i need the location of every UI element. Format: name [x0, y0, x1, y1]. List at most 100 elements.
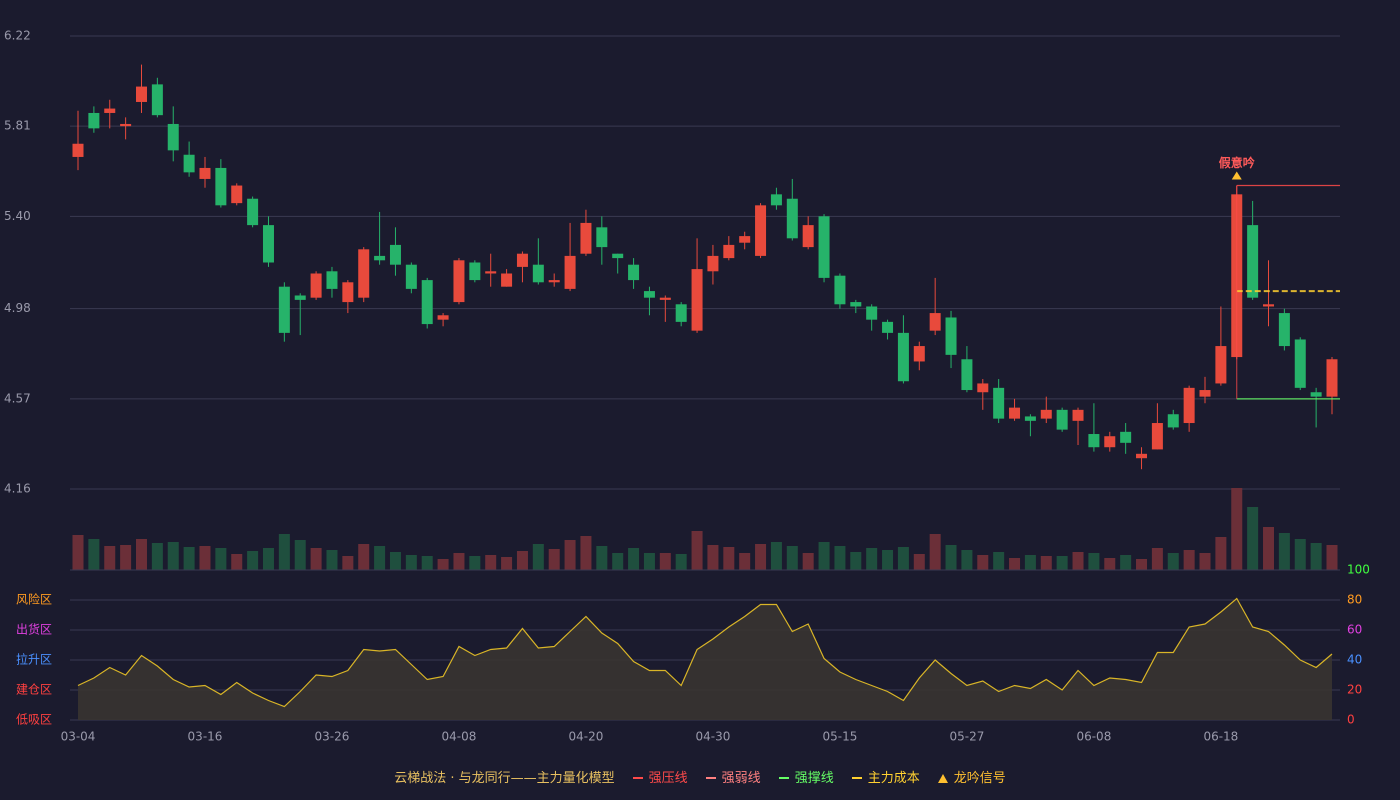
y-tick-label: 5.40: [4, 209, 31, 223]
volume-bar: [691, 531, 703, 570]
volume-bar: [485, 555, 497, 570]
zone-label: 建仓区: [16, 683, 52, 697]
legend-symbol: [705, 777, 716, 779]
candle-body: [294, 295, 306, 300]
candle-body: [104, 108, 116, 113]
x-tick-label: 03-26: [315, 730, 350, 744]
candle-body: [183, 154, 195, 173]
x-tick-label: 04-08: [442, 730, 477, 744]
candle-body: [1136, 453, 1148, 459]
volume-bar: [786, 546, 798, 570]
volume-bar: [628, 548, 640, 570]
candle-body: [659, 297, 671, 300]
volume-bar: [104, 546, 116, 570]
candle-body: [897, 332, 909, 382]
volume-bar: [834, 546, 846, 570]
candle-body: [755, 205, 767, 256]
volume-bar: [1183, 550, 1195, 570]
indicator-tick-label: 40: [1347, 653, 1362, 667]
volume-bar: [897, 547, 909, 570]
volume-bar: [882, 550, 894, 570]
indicator-tick-label: 20: [1347, 683, 1362, 697]
candle-body: [1199, 390, 1211, 397]
volume-bar: [1247, 507, 1259, 570]
legend-title: 云梯战法 · 与龙同行——主力量化模型: [394, 770, 615, 786]
candle-body: [945, 317, 957, 355]
volume-bar: [1040, 556, 1052, 570]
indicator-line: [77, 597, 1333, 708]
candle-body: [1024, 416, 1036, 421]
volume-bar: [1136, 559, 1148, 570]
volume-bar: [850, 552, 862, 570]
volume-bar: [501, 557, 513, 570]
candle-body: [691, 269, 703, 331]
candle-body: [770, 194, 782, 206]
volume-bar: [453, 553, 465, 570]
volume-bar: [88, 539, 100, 570]
candle-body: [786, 198, 798, 239]
candle-body: [1183, 387, 1195, 424]
volume-bar: [1199, 553, 1211, 570]
volume-bar: [1009, 558, 1021, 570]
candle-body: [453, 260, 465, 303]
volume-bar: [294, 540, 306, 570]
annotation: 假意吟: [1219, 155, 1255, 170]
candle-body: [929, 313, 941, 331]
candle-body: [1151, 423, 1163, 450]
indicator-tick-label: 100: [1347, 563, 1370, 577]
candle-body: [231, 185, 243, 204]
volume-bar: [1310, 543, 1322, 570]
legend-label: 强压线: [648, 770, 688, 786]
volume-bar: [548, 549, 560, 570]
candle-body: [88, 112, 100, 129]
candle-body: [199, 167, 211, 179]
x-tick-label: 04-20: [569, 730, 604, 744]
volume-bar: [1278, 533, 1290, 570]
candle-body: [1215, 346, 1227, 384]
x-tick-label: 05-27: [949, 730, 984, 744]
volume-bar: [247, 551, 259, 570]
candle-body: [215, 167, 227, 206]
volume-bar: [516, 551, 528, 570]
volume-bar: [167, 542, 179, 570]
legend-symbol: [851, 777, 862, 779]
x-tick-label: 03-04: [61, 730, 96, 744]
candle-body: [326, 271, 338, 289]
candle-body: [866, 306, 878, 320]
volume-bar: [580, 536, 592, 570]
volume-bar: [72, 535, 84, 570]
volume-bar: [1167, 553, 1179, 570]
candle-body: [850, 302, 862, 307]
volume-bar: [1056, 556, 1068, 570]
volume-bar: [389, 552, 401, 570]
volume-bar: [707, 545, 719, 570]
candle-body: [389, 244, 401, 265]
volume-bar: [1072, 552, 1084, 570]
candle-body: [1088, 434, 1100, 448]
volume-bar: [1088, 553, 1100, 570]
candle-body: [612, 253, 624, 259]
volume-bar: [659, 553, 671, 570]
chart: 6.22 5.81 5.40 4.98 4.57 4.16 假意吟 0 20 40 60 80 100 风…: [4, 29, 1370, 744]
candle-body: [882, 321, 894, 333]
candle-body: [580, 222, 592, 254]
volume-bar: [310, 548, 322, 570]
indicator-tick-label: 60: [1347, 623, 1362, 637]
volume-bar: [358, 544, 370, 570]
candle-body: [167, 123, 179, 151]
legend-item: 强弱线: [705, 767, 761, 786]
volume-bar: [913, 554, 925, 570]
zone-label: 出货区: [16, 622, 52, 637]
y-tick-label: 4.16: [4, 482, 31, 496]
zone-label: 拉升区: [16, 652, 52, 667]
volume-bar: [469, 556, 481, 570]
x-tick-label: 06-08: [1076, 730, 1111, 744]
legend-symbol: [778, 777, 789, 779]
candle-body: [675, 304, 687, 322]
x-tick-label: 06-18: [1203, 730, 1238, 744]
candle-body: [1278, 313, 1290, 347]
volume-bar: [1104, 558, 1116, 570]
legend-label: 龙吟信号: [953, 770, 1006, 786]
volume-bar: [929, 534, 941, 570]
legend: 云梯战法 · 与龙同行——主力量化模型 强压线 强弱线 强撑线 主力成本 龙吟信号: [0, 764, 1400, 788]
